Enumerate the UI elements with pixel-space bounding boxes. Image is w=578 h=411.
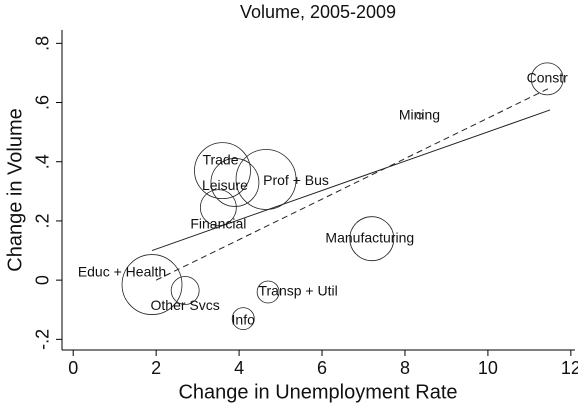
point-label: Leisure [202,177,248,193]
point-label: Educ + Health [78,263,166,279]
point-label: Mining [399,107,440,123]
bubble [231,307,255,331]
x-tick-label: 0 [68,358,78,378]
y-axis-label: Change in Volume [4,108,26,271]
x-tick-label: 12 [561,358,578,378]
x-tick-label: 4 [234,358,244,378]
y-tick-label: .8 [33,36,53,51]
x-tick-label: 10 [478,358,498,378]
point-label: Constr [527,70,569,86]
bubble [194,142,251,200]
y-tick-label: 0 [33,275,53,285]
chart-title: Volume, 2005-2009 [240,2,396,22]
x-axis-label: Change in Unemployment Rate [178,381,457,403]
x-tick-label: 6 [317,358,327,378]
bubble [530,62,564,96]
x-tick-label: 2 [151,358,161,378]
point-label: Transp + Util [258,283,337,299]
fit-line [151,109,551,252]
bubble [210,158,260,207]
y-tick-label: .2 [33,213,53,228]
point-label: Prof + Bus [263,172,329,188]
bubble [121,254,183,315]
bubble [256,280,280,304]
point-label: Financial [190,215,246,231]
fit-line [155,87,551,281]
y-tick-label: -.2 [33,329,53,350]
point-label: Trade [202,151,238,167]
bubble [170,276,200,305]
point-label: Info [232,311,256,327]
point-label: Other Svcs [151,297,220,313]
bubble [199,189,237,227]
point-label: Manufacturing [325,229,414,245]
bubble [349,216,395,262]
bubble [416,112,423,120]
y-tick-label: .6 [33,95,53,110]
x-tick-label: 8 [400,358,410,378]
y-tick-label: .4 [33,154,53,169]
bubble [235,149,297,210]
